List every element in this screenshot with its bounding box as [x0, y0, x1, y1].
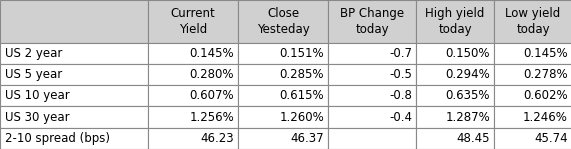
Bar [148, 43, 238, 64]
Text: 0.278%: 0.278% [524, 68, 568, 81]
Text: Current
Yield: Current Yield [171, 7, 215, 36]
Bar [238, 85, 328, 106]
Bar [494, 85, 571, 106]
Text: 0.280%: 0.280% [190, 68, 234, 81]
Bar [416, 85, 494, 106]
Text: 0.145%: 0.145% [524, 47, 568, 60]
Bar [238, 64, 328, 85]
Bar [0, 106, 148, 128]
Text: 1.246%: 1.246% [523, 111, 568, 124]
Text: 0.145%: 0.145% [190, 47, 234, 60]
Bar [148, 0, 238, 43]
Text: 45.74: 45.74 [534, 132, 568, 145]
Text: 1.260%: 1.260% [279, 111, 324, 124]
Text: 0.285%: 0.285% [279, 68, 324, 81]
Bar [238, 128, 328, 149]
Text: 1.256%: 1.256% [189, 111, 234, 124]
Bar [148, 64, 238, 85]
Text: 0.602%: 0.602% [524, 89, 568, 102]
Text: Close
Yesteday: Close Yesteday [256, 7, 309, 36]
Text: -0.7: -0.7 [389, 47, 412, 60]
Bar [494, 64, 571, 85]
Bar [416, 0, 494, 43]
Bar [328, 85, 416, 106]
Text: -0.4: -0.4 [389, 111, 412, 124]
Text: 46.23: 46.23 [200, 132, 234, 145]
Text: 0.151%: 0.151% [279, 47, 324, 60]
Text: US 2 year: US 2 year [5, 47, 62, 60]
Bar [148, 128, 238, 149]
Bar [238, 0, 328, 43]
Bar [0, 43, 148, 64]
Text: 2-10 spread (bps): 2-10 spread (bps) [5, 132, 110, 145]
Text: 48.45: 48.45 [456, 132, 490, 145]
Bar [328, 128, 416, 149]
Text: 0.607%: 0.607% [190, 89, 234, 102]
Text: BP Change
today: BP Change today [340, 7, 404, 36]
Bar [148, 106, 238, 128]
Bar [494, 0, 571, 43]
Text: 0.635%: 0.635% [445, 89, 490, 102]
Bar [494, 128, 571, 149]
Bar [416, 43, 494, 64]
Text: 0.615%: 0.615% [279, 89, 324, 102]
Bar [0, 64, 148, 85]
Text: 1.287%: 1.287% [445, 111, 490, 124]
Text: -0.8: -0.8 [389, 89, 412, 102]
Text: US 5 year: US 5 year [5, 68, 62, 81]
Bar [328, 0, 416, 43]
Bar [0, 0, 148, 43]
Text: US 30 year: US 30 year [5, 111, 70, 124]
Bar [0, 128, 148, 149]
Text: Low yield
today: Low yield today [505, 7, 561, 36]
Bar [416, 106, 494, 128]
Bar [238, 106, 328, 128]
Bar [238, 43, 328, 64]
Text: US 10 year: US 10 year [5, 89, 70, 102]
Bar [328, 43, 416, 64]
Bar [494, 106, 571, 128]
Bar [328, 64, 416, 85]
Bar [148, 85, 238, 106]
Bar [0, 85, 148, 106]
Bar [328, 106, 416, 128]
Text: 0.150%: 0.150% [445, 47, 490, 60]
Text: 46.37: 46.37 [291, 132, 324, 145]
Bar [494, 43, 571, 64]
Text: High yield
today: High yield today [425, 7, 485, 36]
Text: -0.5: -0.5 [389, 68, 412, 81]
Bar [416, 128, 494, 149]
Text: 0.294%: 0.294% [445, 68, 490, 81]
Bar [416, 64, 494, 85]
